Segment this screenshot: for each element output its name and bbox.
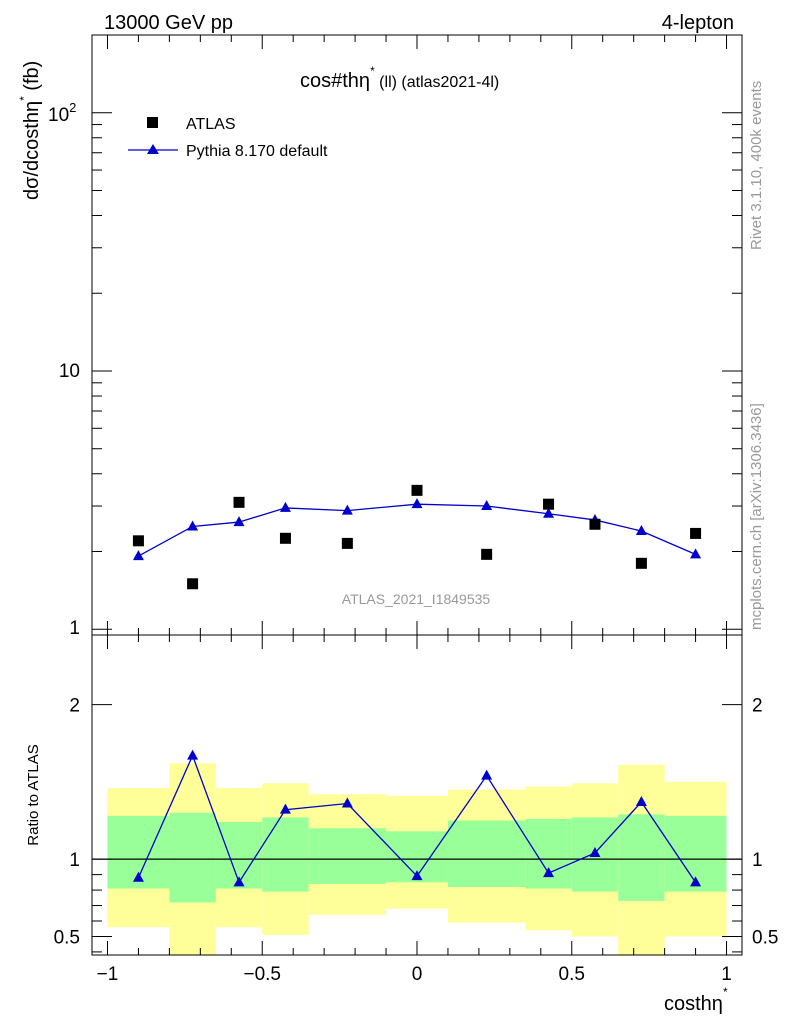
ratio-xtick-label: −0.5 [243,964,281,985]
ratio-mc-point [635,795,647,806]
ratio-band-inner [169,812,216,903]
main-y-axis-title: dσ/dcosthη* (fb) [17,61,43,200]
ratio-data-layer [132,749,702,887]
mc-point [635,525,647,536]
x-axis-title: costhη* [664,985,728,1015]
data-point [690,527,702,539]
ratio-band-inner [262,817,309,892]
ratio-xtick-label: 0.5 [559,964,585,985]
legend-data-label: ATLAS [186,116,236,133]
data-point [341,537,353,549]
ratio-band-inner [525,818,572,889]
data-point [411,484,423,496]
ratio-band-inner [308,828,387,884]
data-point [481,548,493,560]
main-data-layer [132,484,702,590]
main-ytick-label-1: 1 [69,618,80,639]
data-point [635,557,647,569]
mc-point [481,500,493,511]
data-point [132,535,144,547]
ratio-ytick-label-right: 1 [752,850,763,871]
ratio-ytick-label: 2 [69,696,80,717]
ratio-ytick-label: 1 [69,850,80,871]
ratio-mc-point [341,797,353,808]
ratio-xtick-label: 1 [721,964,732,985]
ratio-ytick-label: 0.5 [54,927,80,948]
mc-point [132,550,144,561]
main-x-ticks [106,35,728,635]
ratio-mc-point [411,870,423,881]
ratio-frame [91,634,743,956]
ratio-ticks: 0.5 0.5 1 1 2 2 −1 −0.5 0 0.5 1 [54,635,778,985]
main-ytick-label-10: 10 [59,361,80,382]
ratio-mc-point [233,876,245,887]
main-panel: 1 10 102 dσ/dcosthη* (fb) cos#thη* (ll) … [17,34,743,639]
ratio-band-inner [618,814,665,901]
ratio-mc-point [543,867,555,878]
mc-point [341,504,353,515]
mc-point [279,501,291,512]
ratio-mc-point [690,876,702,887]
main-ytick-label-100: 102 [48,100,76,126]
legend-mc-label: Pythia 8.170 default [186,143,328,160]
plot-title: cos#thη* (ll) (atlas2021-4l) [300,64,499,92]
mcplots-label: mcplots.cern.ch [arXiv:1306.3436] [748,403,765,630]
mc-point [411,498,423,509]
mc-point [233,516,245,527]
mc-point [690,548,702,559]
ratio-bands [107,763,727,955]
process-label: 4-lepton [662,12,734,34]
rivet-label: Rivet 3.1.10, 400k events [748,81,765,250]
analysis-watermark: ATLAS_2021_I1849535 [342,591,491,607]
ratio-mc-point [481,769,493,780]
ratio-mc-point [279,803,291,814]
ratio-ytick-label-right: 0.5 [752,927,778,948]
ratio-xtick-label: 0 [412,964,423,985]
main-ytick-label-100-exp: 2 [69,100,76,115]
ratio-band-inner [447,820,526,887]
data-point [543,498,555,510]
mc-point [187,520,199,531]
ratio-mc-point [589,846,601,857]
data-point [589,518,601,530]
ratio-panel: 0.5 0.5 1 1 2 2 −1 −0.5 0 0.5 1 Ratio to ATLAS cos… [25,634,778,1015]
legend-data-marker [147,117,158,128]
ratio-y-axis-title: Ratio to ATLAS [25,744,42,845]
ratio-xtick-label: −1 [97,964,119,985]
energy-label: 13000 GeV pp [104,12,233,34]
mc-point [543,507,555,518]
ratio-mc-point [132,871,144,882]
main-ticks [92,34,742,630]
data-point [279,532,291,544]
data-point [233,496,245,508]
mc-line [138,503,696,557]
data-point [187,578,199,590]
ratio-mc-point [187,749,199,760]
legend: ATLAS Pythia 8.170 default [128,116,328,160]
legend-mc-marker [147,144,159,154]
ratio-ytick-label-right: 2 [752,696,763,717]
